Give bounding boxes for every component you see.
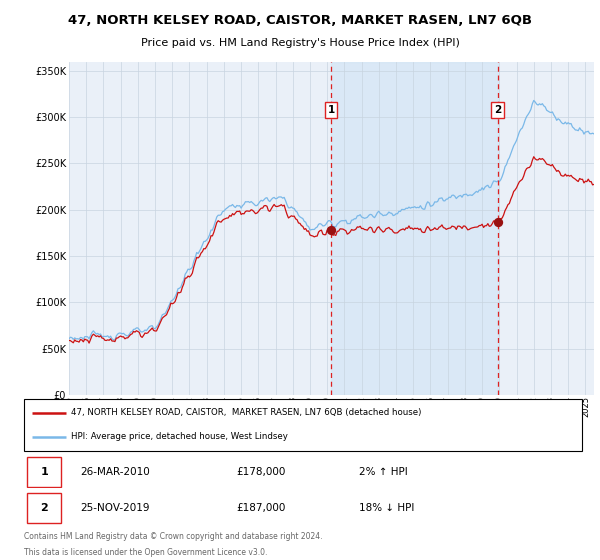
FancyBboxPatch shape bbox=[24, 399, 582, 451]
Text: £178,000: £178,000 bbox=[236, 466, 286, 477]
Text: 25-NOV-2019: 25-NOV-2019 bbox=[80, 503, 149, 513]
Text: Contains HM Land Registry data © Crown copyright and database right 2024.: Contains HM Land Registry data © Crown c… bbox=[24, 532, 323, 541]
Text: £187,000: £187,000 bbox=[236, 503, 286, 513]
Point bbox=[326, 226, 336, 235]
Text: 47, NORTH KELSEY ROAD, CAISTOR,  MARKET RASEN, LN7 6QB (detached house): 47, NORTH KELSEY ROAD, CAISTOR, MARKET R… bbox=[71, 408, 422, 417]
Point bbox=[493, 217, 502, 226]
Text: 2% ↑ HPI: 2% ↑ HPI bbox=[359, 466, 407, 477]
Text: Price paid vs. HM Land Registry's House Price Index (HPI): Price paid vs. HM Land Registry's House … bbox=[140, 38, 460, 48]
Text: 2: 2 bbox=[494, 105, 501, 115]
Text: 18% ↓ HPI: 18% ↓ HPI bbox=[359, 503, 414, 513]
Text: 2: 2 bbox=[40, 503, 48, 513]
Bar bbox=[331, 62, 497, 395]
Text: This data is licensed under the Open Government Licence v3.0.: This data is licensed under the Open Gov… bbox=[24, 548, 268, 557]
Text: 1: 1 bbox=[328, 105, 335, 115]
Text: HPI: Average price, detached house, West Lindsey: HPI: Average price, detached house, West… bbox=[71, 432, 289, 441]
Text: 26-MAR-2010: 26-MAR-2010 bbox=[80, 466, 149, 477]
FancyBboxPatch shape bbox=[27, 493, 61, 523]
Text: 47, NORTH KELSEY ROAD, CAISTOR, MARKET RASEN, LN7 6QB: 47, NORTH KELSEY ROAD, CAISTOR, MARKET R… bbox=[68, 13, 532, 26]
Text: 1: 1 bbox=[40, 466, 48, 477]
FancyBboxPatch shape bbox=[27, 457, 61, 487]
